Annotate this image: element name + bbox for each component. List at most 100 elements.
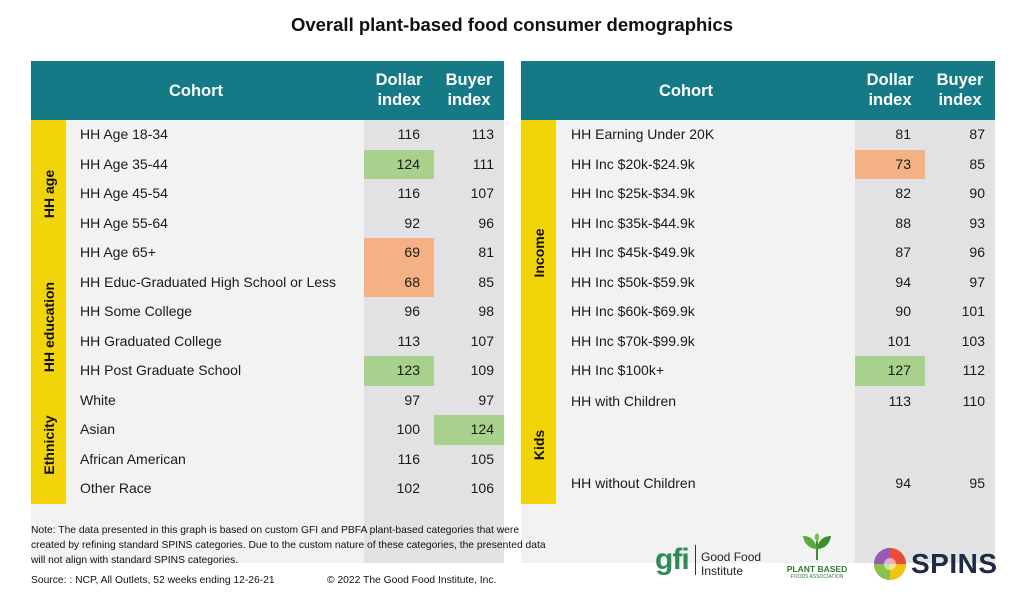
cohort-label: HH Inc $45k-$49.9k: [571, 244, 695, 260]
cohort-label: HH Graduated College: [80, 332, 222, 349]
cohort-label: African American: [80, 450, 186, 467]
pbfa-logo-line1: PLANT BASED: [786, 564, 848, 574]
gfi-logo-mark: gfi: [655, 543, 690, 576]
left-table: Cohort Dollar index Buyer index HH Age 18-…: [31, 61, 504, 563]
cohort-label: HH Some College: [80, 303, 193, 319]
cohort-label: HH without Children: [571, 474, 696, 491]
left-header-cohort: Cohort: [168, 82, 224, 100]
cohort-label: HH Age 55-64: [80, 214, 168, 231]
buyer-index-value: 95: [969, 474, 985, 491]
cohort-label: HH Inc $25k-$34.9k: [571, 185, 695, 201]
dollar-index-value: 123: [396, 362, 420, 378]
buyer-index-value: 107: [470, 185, 494, 201]
copyright-line: © 2022 The Good Food Institute, Inc.: [327, 575, 497, 586]
cohort-label: HH Age 18-34: [80, 126, 168, 142]
buyer-index-value: 98: [478, 303, 494, 319]
buyer-index-value: 124: [470, 421, 494, 437]
spins-logo-text: SPINS: [911, 548, 998, 579]
group-label-text: HH age: [40, 169, 57, 218]
right-buyer-column: [925, 120, 995, 563]
group-label-hh-age: HH age: [31, 120, 66, 268]
group-label-text: Income: [530, 228, 547, 278]
left-buyer-column: [434, 120, 504, 563]
left-table-header: Cohort Dollar index Buyer index: [31, 61, 504, 120]
dollar-index-value: 92: [404, 214, 420, 231]
source-line: Source: : NCP, All Outlets, 52 weeks end…: [31, 575, 275, 586]
dollar-index-value: 90: [895, 303, 911, 319]
left-dollar-column: [364, 120, 434, 563]
dollar-index-value: 68: [404, 273, 420, 290]
chart-title: Overall plant-based food consumer demogr…: [290, 14, 734, 35]
dollar-index-value: 97: [404, 391, 420, 408]
buyer-index-value: 81: [478, 244, 494, 260]
cohort-label: HH Inc $100k+: [571, 362, 664, 378]
dollar-index-value: 113: [888, 392, 911, 409]
group-label-hh-education: HH education: [31, 267, 66, 386]
right-dollar-column: [855, 120, 925, 563]
group-label-text: Kids: [530, 429, 547, 460]
buyer-index-value: 110: [962, 392, 985, 409]
cohort-label: HH Inc $20k-$24.9k: [571, 155, 695, 172]
buyer-index-value: 87: [969, 126, 985, 142]
buyer-index-value: 107: [470, 332, 494, 349]
dollar-index-value: 116: [397, 185, 420, 201]
buyer-index-value: 111: [472, 155, 494, 172]
pbfa-logo-line2: FOODS ASSOCIATION: [790, 574, 844, 580]
right-header-cohort: Cohort: [658, 82, 714, 100]
buyer-index-value: 112: [962, 362, 985, 378]
buyer-index-value: 113: [471, 126, 494, 142]
dollar-index-value: 100: [396, 421, 420, 437]
cohort-label: HH Age 45-54: [80, 185, 168, 201]
cohort-label: Other Race: [80, 480, 152, 496]
buyer-index-value: 106: [470, 480, 494, 496]
cohort-label: Asian: [80, 421, 116, 437]
spins-logo: SPINS: [873, 545, 998, 583]
buyer-index-value: 101: [961, 303, 985, 319]
group-label-ethnicity: Ethnicity: [31, 385, 66, 504]
dollar-index-value: 73: [895, 155, 911, 172]
left-header-buyer: Buyer index: [445, 71, 493, 109]
buyer-index-value: 105: [470, 450, 494, 467]
right-table-header: Cohort Dollar index Buyer index: [521, 61, 995, 120]
cohort-label: HH Earning Under 20K: [571, 126, 715, 142]
dollar-index-value: 124: [396, 155, 420, 172]
cohort-label: HH Inc $70k-$99.9k: [571, 332, 695, 349]
highlight-dollar-hh-inc-100k: [855, 356, 925, 386]
dollar-index-value: 88: [895, 214, 911, 231]
leaf-icon: [803, 533, 831, 560]
dollar-index-value: 113: [397, 332, 420, 349]
right-header-dollar: Dollar index: [866, 71, 914, 109]
dollar-index-value: 87: [895, 244, 911, 260]
buyer-index-value: 85: [969, 155, 985, 172]
cohort-label: HH Inc $60k-$69.9k: [571, 303, 695, 319]
highlight-dollar-hh-age-65: [364, 238, 434, 268]
cohort-label: HH Post Graduate School: [80, 362, 242, 378]
buyer-index-value: 93: [969, 214, 985, 231]
cohort-label: HH Age 35-44: [80, 155, 168, 172]
highlight-dollar-hh-age-35-44: [364, 149, 434, 179]
right-header-buyer: Buyer index: [936, 71, 984, 109]
dollar-index-value: 96: [404, 303, 420, 319]
footnote: Note: The data presented in this graph i…: [31, 525, 546, 566]
buyer-index-value: 97: [969, 273, 985, 290]
buyer-index-value: 96: [478, 214, 494, 231]
dollar-index-value: 94: [895, 474, 911, 491]
right-table: Cohort Dollar index Buyer index HH Earning…: [521, 61, 995, 563]
spins-globe-icon: [874, 548, 906, 580]
left-header-dollar: Dollar index: [375, 71, 423, 109]
gfi-logo-line2: Institute: [701, 564, 744, 578]
buyer-index-value: 97: [478, 391, 494, 408]
dollar-index-value: 116: [397, 450, 420, 467]
dollar-index-value: 81: [895, 126, 911, 142]
cohort-label: HH Educ-Graduated High School or Less: [80, 273, 337, 290]
group-label-income: Income: [521, 120, 556, 386]
gfi-logo: gfi Good Food Institute: [655, 541, 770, 581]
pbfa-logo: PLANT BASED FOODS ASSOCIATION: [782, 533, 852, 585]
gfi-logo-divider: [695, 545, 696, 575]
gfi-logo-line1: Good Food: [701, 550, 762, 564]
buyer-index-value: 103: [961, 332, 985, 349]
cohort-label: HH Age 65+: [80, 244, 156, 260]
buyer-index-value: 90: [969, 185, 985, 201]
dollar-index-value: 101: [887, 332, 911, 349]
group-label-text: Ethnicity: [40, 414, 57, 475]
